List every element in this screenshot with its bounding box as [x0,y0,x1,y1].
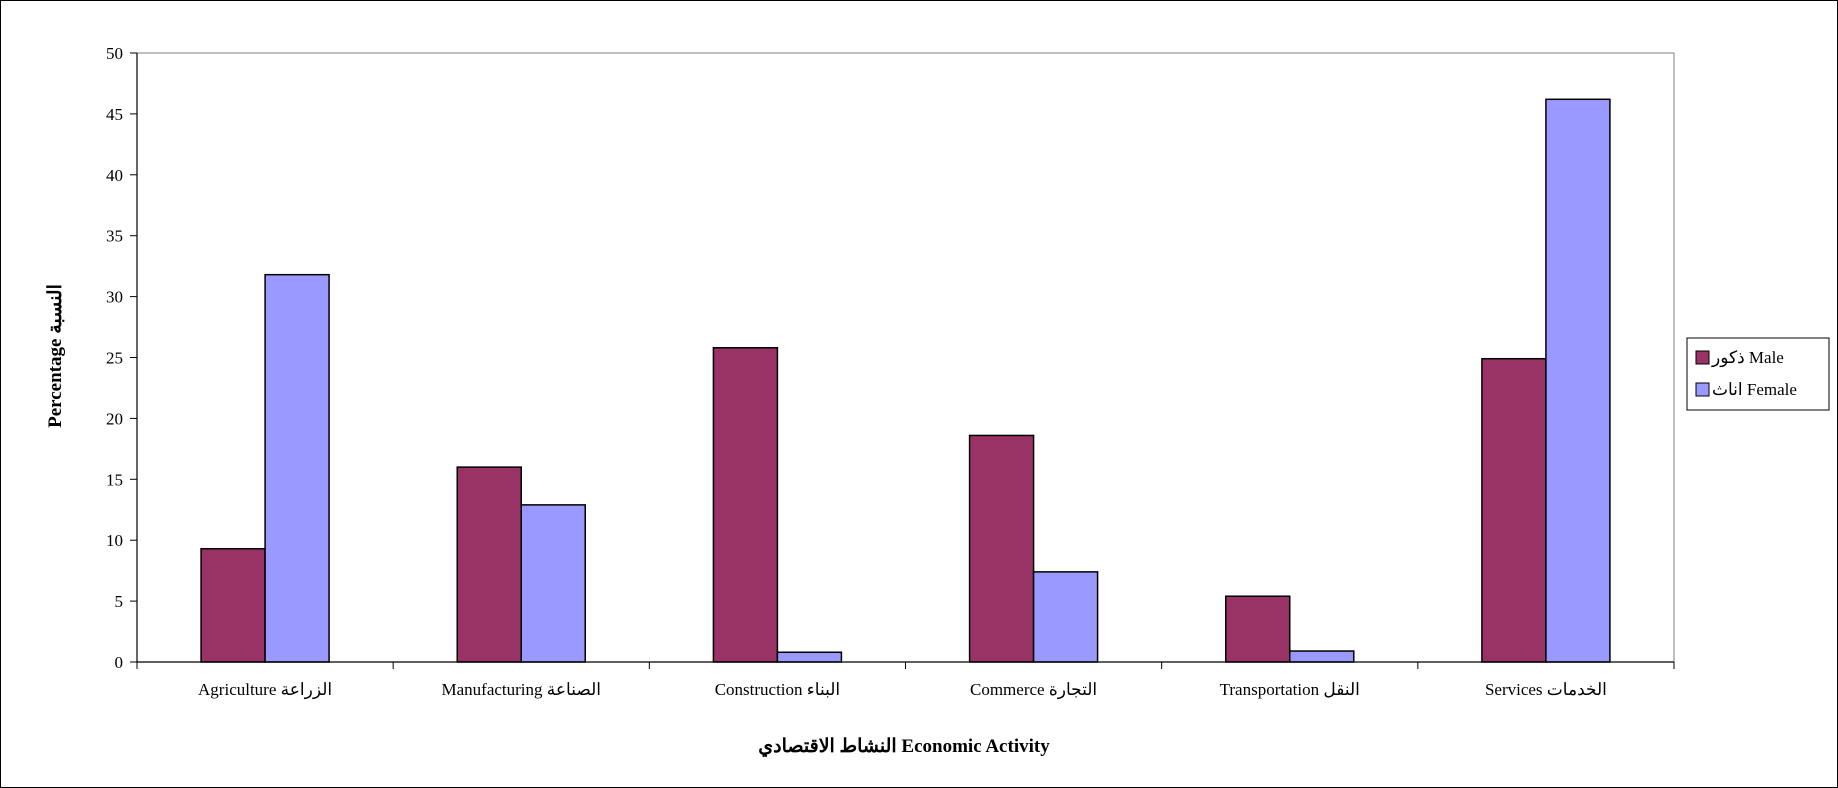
y-tick-label: 25 [106,349,123,368]
x-tick-label: Manufacturing الصناعة [442,680,602,699]
y-tick-label: 45 [106,105,123,124]
x-axis-label: النشاط الاقتصادي Economic Activity [758,736,1050,758]
bar-female [1032,571,1099,663]
axes-group: 0 5 10 15 20 25 30 35 40 45 50 Agriculture الزراعة M… [106,44,1675,700]
bars-group [200,98,1611,663]
bar-male [1225,595,1291,663]
y-tick-label: 0 [115,653,124,672]
bar-male [968,434,1035,663]
legend-label-male: ذكور Male [1711,348,1784,368]
legend-box [1686,337,1830,411]
x-tick-label: Transportation النقل [1220,680,1360,699]
x-tick-label: Agriculture الزراعة [198,680,332,700]
bar-male [712,347,779,663]
bar-female [1545,98,1611,663]
bar-female [520,504,586,663]
y-tick-label: 20 [106,409,123,428]
legend-swatch-male [1695,350,1710,365]
legend: ذكور Male اناث Female [1686,337,1830,411]
plot-border [136,52,1675,663]
legend-swatch-female [1695,382,1710,397]
x-tick-label: Services الخدمات [1485,680,1607,699]
y-tick-label: 10 [106,531,123,550]
legend-label-female: اناث Female [1712,380,1797,399]
plot-area [136,52,1675,663]
x-tick-label: Commerce التجارة [970,680,1097,700]
y-tick-label: 35 [106,227,123,246]
bar-female [1289,650,1355,663]
bar-male [1481,357,1547,663]
y-tick-label: 15 [106,470,123,489]
bar-female [264,273,330,663]
y-tick-label: 30 [106,288,123,307]
y-tick-label: 50 [106,44,123,63]
y-axis-label: Percentage النسبة [45,284,66,428]
y-tick-label: 5 [115,592,124,611]
bar-male [200,547,266,663]
bar-male [456,466,522,663]
y-tick-label: 40 [106,166,123,185]
x-tick-label: Construction البناء [715,680,840,699]
bar-female [776,651,843,663]
